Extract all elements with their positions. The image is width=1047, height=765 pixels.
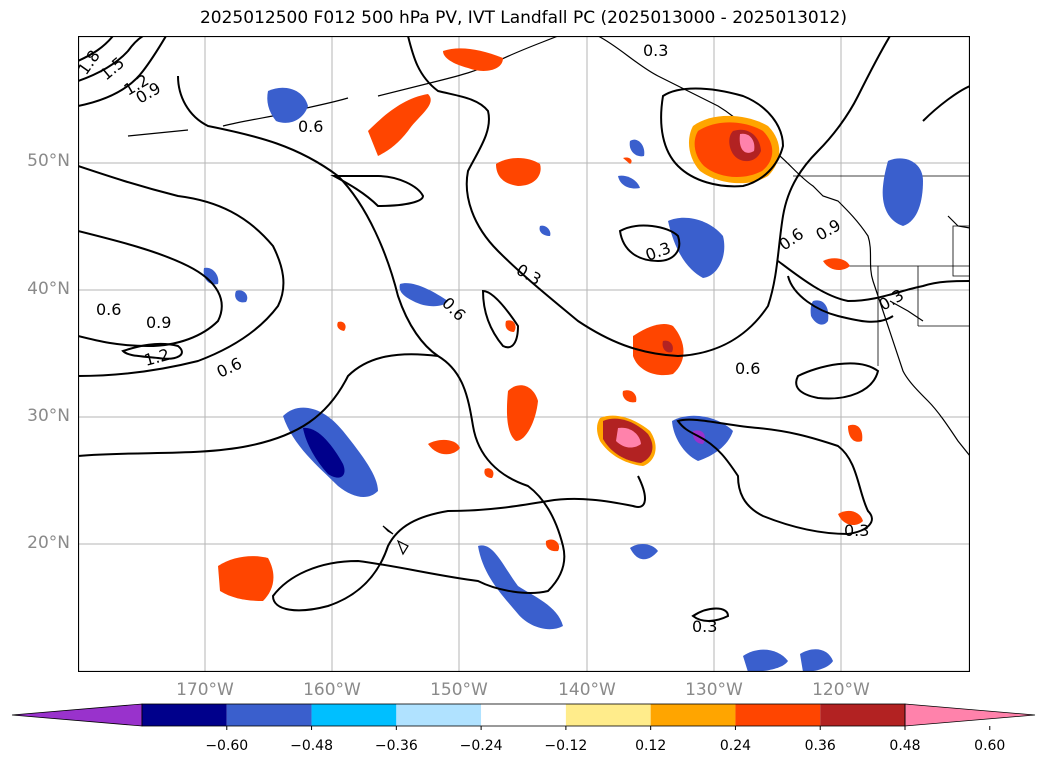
map-panel: 1.8 1.5 1.2 0.9 0.6 0.3 0.6 0.9 1.2 0.6 … — [78, 36, 970, 672]
lon-label-140w: 140°W — [558, 680, 616, 700]
contour-label: 0.3 — [692, 617, 717, 636]
colorbar-segment — [226, 704, 312, 726]
contour-label: 0.3 — [844, 521, 869, 540]
colorbar-tick-label: −0.24 — [459, 738, 503, 754]
colorbar-segment — [650, 704, 736, 726]
lon-label-160w: 160°W — [303, 680, 361, 700]
map-canvas: 1.8 1.5 1.2 0.9 0.6 0.3 0.6 0.9 1.2 0.6 … — [78, 36, 970, 672]
map-frame — [78, 36, 970, 672]
lat-label-50n: 50°N — [27, 151, 70, 171]
contour-label: 0.9 — [146, 313, 171, 332]
colorbar-extend-min — [11, 703, 143, 727]
colorbar-frame — [141, 703, 906, 727]
pv-negative-anomalies — [203, 87, 923, 672]
colorbar-tick-label: 0.12 — [635, 738, 667, 754]
colorbar-tick-label: −0.48 — [290, 738, 333, 754]
colorbar-tick-label: 0.48 — [889, 738, 921, 754]
colorbar-segment — [396, 704, 482, 726]
colorbar-segments — [11, 703, 1036, 730]
colorbar-segment — [142, 704, 227, 726]
map-title: 2025012500 F012 500 hPa PV, IVT Landfall… — [199, 8, 847, 28]
colorbar-extend-max — [904, 703, 1036, 727]
colorbar-tick-label: −0.36 — [374, 738, 418, 754]
contour-label: 0.3 — [643, 41, 668, 60]
lat-label-20n: 20°N — [27, 533, 70, 553]
colorbar-tick-label: −0.12 — [544, 738, 588, 754]
pv-contours — [78, 36, 970, 622]
colorbar-segment — [735, 704, 821, 726]
contour-label: 0.6 — [735, 359, 760, 378]
colorbar-tick-label: −0.60 — [205, 738, 249, 754]
lon-label-120w: 120°W — [812, 680, 870, 700]
pv-positive-anomalies — [218, 48, 863, 601]
lat-label-40n: 40°N — [27, 279, 70, 299]
colorbar-segment — [311, 704, 397, 726]
colorbar-segment — [820, 704, 905, 726]
lon-label-130w: 130°W — [685, 680, 743, 700]
lon-label-170w: 170°W — [176, 680, 234, 700]
lon-label-150w: 150°W — [430, 680, 488, 700]
colorbar-segment — [481, 704, 566, 726]
contour-label: 0.6 — [96, 300, 121, 319]
colorbar-segment — [565, 704, 651, 726]
colorbar-tick-label: 0.60 — [974, 738, 1006, 754]
colorbar — [11, 703, 1036, 730]
contour-label: 0.6 — [298, 117, 323, 136]
colorbar-tick-label: 0.36 — [804, 738, 836, 754]
borders — [793, 175, 970, 366]
lat-label-30n: 30°N — [27, 406, 70, 426]
colorbar-tick-label: 0.24 — [719, 738, 752, 754]
